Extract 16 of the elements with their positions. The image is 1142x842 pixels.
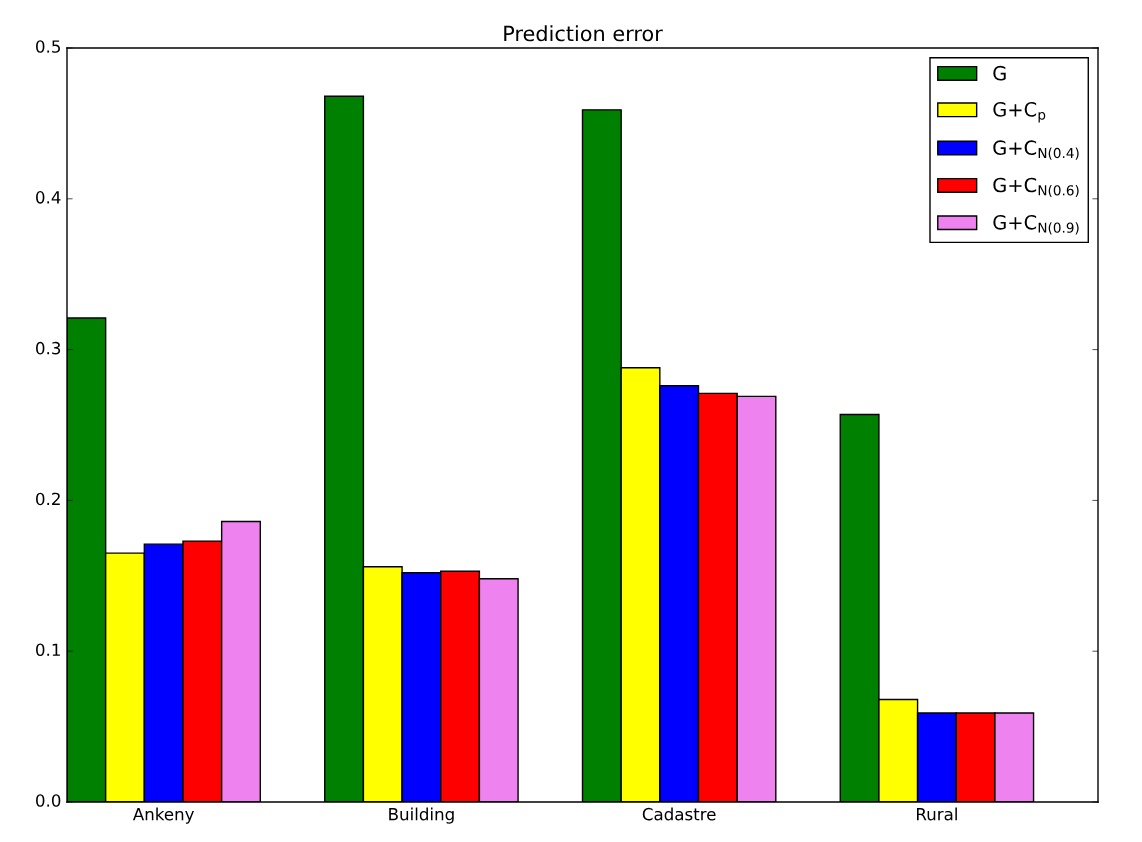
y-tick-label: 0.3 <box>36 341 61 355</box>
x-tick-label: Cadastre <box>642 807 716 821</box>
legend-label: G+C$_{N(0.4)}$ <box>993 140 1079 160</box>
legend-label: G+C$_{N(0.9)}$ <box>993 214 1079 235</box>
y-tick-label: 0.1 <box>36 643 60 657</box>
y-tick-label: 0.2 <box>36 492 60 506</box>
x-tick-label: Building <box>389 807 454 824</box>
x-tick-label: Ankeny <box>132 807 195 824</box>
y-tick-label: 0.5 <box>36 40 60 53</box>
legend-label: G+C$_{N(0.6)}$ <box>993 177 1079 198</box>
legend-label: G+C$_{p}$ <box>993 102 1046 123</box>
y-tick-label: 0.0 <box>36 794 61 807</box>
chart-title: Prediction error <box>504 25 663 42</box>
y-tick-label: 0.4 <box>36 191 61 204</box>
x-tick-label: Rural <box>917 807 957 821</box>
legend-label: G <box>993 65 1006 81</box>
